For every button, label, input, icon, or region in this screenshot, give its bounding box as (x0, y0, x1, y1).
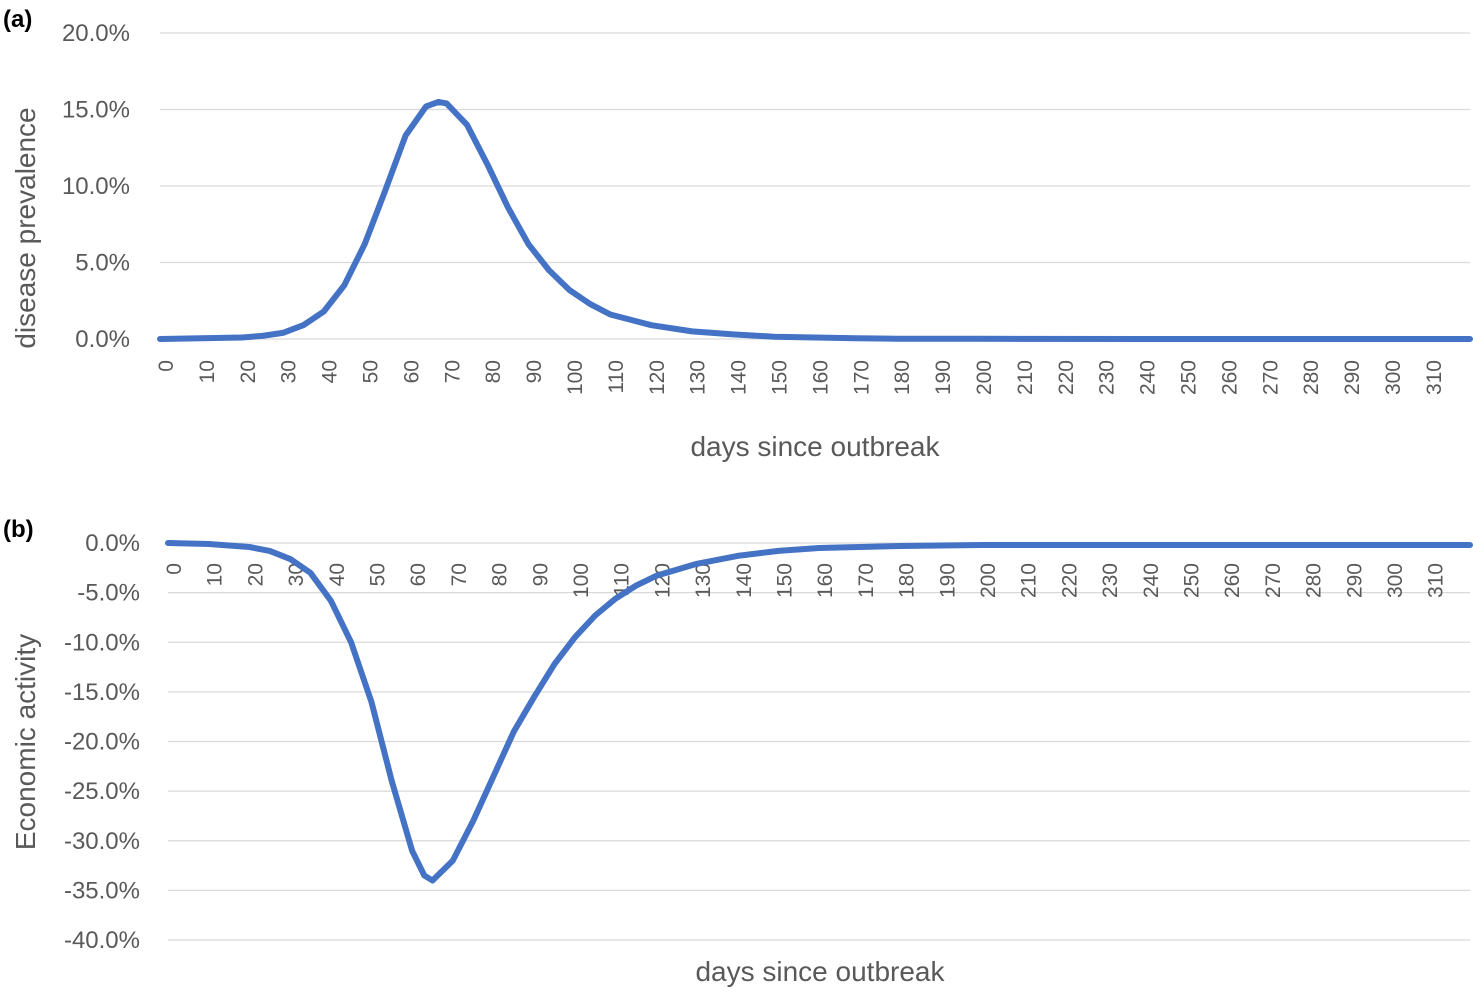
y-tick-label: -5.0% (77, 580, 140, 607)
x-tick-label: 60 (407, 563, 430, 586)
x-tick-label: 130 (687, 360, 710, 395)
x-tick-label: 100 (570, 563, 593, 598)
x-tick-label: 190 (932, 360, 955, 395)
x-tick-label: 310 (1425, 563, 1448, 598)
y-tick-label: -30.0% (64, 828, 140, 855)
x-tick-label: 120 (646, 360, 669, 395)
y-tick-label: 0.0% (75, 326, 130, 353)
x-tick-label: 20 (237, 360, 260, 383)
x-tick-label: 250 (1181, 563, 1204, 598)
x-tick-label: 50 (360, 360, 383, 383)
series-line (165, 540, 1473, 884)
x-axis-title: days since outbreak (690, 431, 940, 462)
y-tick-label: -20.0% (64, 729, 140, 756)
y-tick-label: -40.0% (64, 927, 140, 954)
x-tick-label: 200 (977, 563, 1000, 598)
x-tick-label: 310 (1423, 360, 1446, 395)
x-tick-label: 150 (769, 360, 792, 395)
panel-label: (b) (3, 516, 34, 543)
x-tick-label: 180 (896, 563, 919, 598)
x-tick-label: 40 (326, 563, 349, 586)
y-tick-label: 5.0% (75, 250, 130, 277)
y-axis-title: disease prevalence (10, 107, 41, 348)
y-tick-label: -35.0% (64, 877, 140, 904)
x-tick-label: 0 (163, 563, 186, 575)
x-tick-label: 220 (1055, 360, 1078, 395)
x-tick-label: 300 (1382, 360, 1405, 395)
x-tick-label: 250 (1178, 360, 1201, 395)
x-tick-label: 30 (278, 360, 301, 383)
y-tick-label: -10.0% (64, 629, 140, 656)
series-line (157, 98, 1473, 342)
x-tick-label: 80 (482, 360, 505, 383)
x-tick-label: 130 (692, 563, 715, 598)
x-tick-label: 0 (155, 360, 178, 372)
x-tick-label: 170 (855, 563, 878, 598)
x-tick-label: 240 (1140, 563, 1163, 598)
x-tick-label: 100 (564, 360, 587, 395)
x-tick-label: 140 (733, 563, 756, 598)
y-tick-label: 0.0% (85, 530, 140, 557)
y-tick-label: 15.0% (62, 97, 130, 124)
x-tick-label: 160 (809, 360, 832, 395)
x-tick-label: 180 (891, 360, 914, 395)
x-tick-label: 70 (441, 360, 464, 383)
x-tick-label: 190 (936, 563, 959, 598)
x-tick-label: 290 (1341, 360, 1364, 395)
x-tick-label: 10 (196, 360, 219, 383)
x-axis-title: days since outbreak (695, 956, 945, 987)
x-tick-label: 210 (1014, 360, 1037, 395)
x-tick-label: 50 (367, 563, 390, 586)
x-tick-label: 80 (489, 563, 512, 586)
panel-a-chart: (a) 0.0% 5.0% 10.0% 15.0% 20.0% 0 10 20 30 40 50 60 7… (3, 6, 1473, 462)
x-tick-label: 90 (523, 360, 546, 383)
x-tick-label: 10 (204, 563, 227, 586)
y-tick-label: -15.0% (64, 679, 140, 706)
x-tick-label: 210 (1018, 563, 1041, 598)
x-tick-label: 230 (1099, 563, 1122, 598)
panel-label: (a) (3, 6, 32, 33)
y-axis-title: Economic activity (10, 634, 41, 850)
x-tick-label: 200 (973, 360, 996, 395)
x-tick-label: 280 (1303, 563, 1326, 598)
x-tick-label: 140 (728, 360, 751, 395)
x-tick-label: 280 (1300, 360, 1323, 395)
x-tick-label: 20 (244, 563, 267, 586)
x-tick-label: 300 (1384, 563, 1407, 598)
x-tick-label: 290 (1343, 563, 1366, 598)
x-tick-label: 70 (448, 563, 471, 586)
panel-b-chart: (b) -40.0% -35.0% -30.0% -25.0% -20.0% -15.0% -… (3, 516, 1473, 987)
y-tick-label: 10.0% (62, 173, 130, 200)
x-tick-label: 270 (1262, 563, 1285, 598)
x-tick-label: 60 (400, 360, 423, 383)
x-tick-label: 240 (1137, 360, 1160, 395)
x-tick-label: 120 (651, 563, 674, 598)
x-tick-label: 170 (850, 360, 873, 395)
x-tick-label: 270 (1259, 360, 1282, 395)
x-tick-label: 40 (319, 360, 342, 383)
x-tick-label: 90 (529, 563, 552, 586)
y-tick-label: -25.0% (64, 778, 140, 805)
x-tick-label: 220 (1058, 563, 1081, 598)
x-tick-label: 150 (774, 563, 797, 598)
y-tick-label: 20.0% (62, 20, 130, 47)
x-tick-label: 160 (814, 563, 837, 598)
x-tick-label: 110 (605, 360, 628, 393)
x-tick-label: 230 (1096, 360, 1119, 395)
x-tick-label: 260 (1218, 360, 1241, 395)
x-tick-label: 260 (1221, 563, 1244, 598)
